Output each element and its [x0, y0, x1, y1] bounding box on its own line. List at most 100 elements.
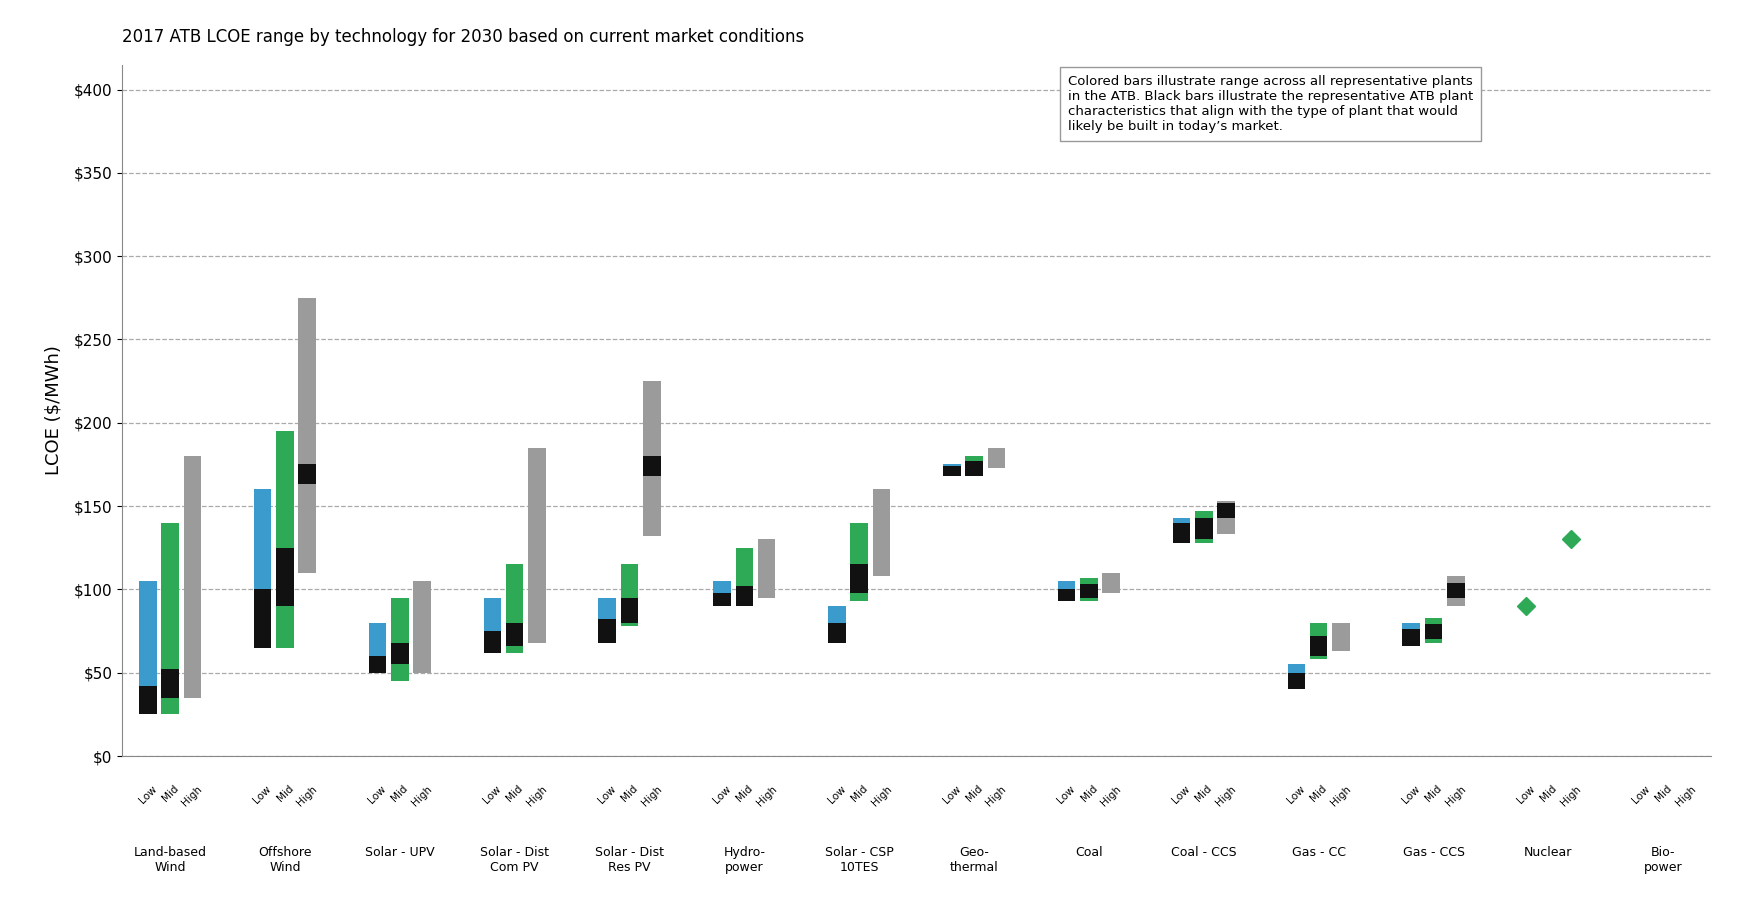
- Bar: [1447, 583, 1465, 597]
- Text: High: High: [1213, 784, 1238, 808]
- Bar: [828, 606, 845, 643]
- Bar: [276, 548, 293, 606]
- Bar: [1217, 502, 1234, 518]
- Text: Low: Low: [367, 784, 388, 805]
- Bar: [943, 465, 960, 476]
- Text: High: High: [180, 784, 204, 808]
- Bar: [1217, 501, 1234, 535]
- Text: Solar - Dist
Com PV: Solar - Dist Com PV: [480, 846, 550, 874]
- Bar: [1402, 630, 1419, 646]
- Text: Low: Low: [1056, 784, 1077, 805]
- Bar: [850, 523, 868, 601]
- Bar: [714, 593, 732, 606]
- Bar: [828, 622, 845, 643]
- Bar: [1058, 589, 1076, 601]
- Bar: [506, 622, 524, 646]
- Bar: [161, 669, 178, 698]
- Text: Low: Low: [251, 784, 274, 805]
- Bar: [484, 631, 501, 653]
- Bar: [1425, 618, 1442, 643]
- Bar: [140, 686, 157, 715]
- Text: High: High: [1673, 784, 1697, 808]
- Bar: [966, 461, 983, 476]
- Bar: [1310, 622, 1327, 659]
- Text: Low: Low: [482, 784, 503, 805]
- Text: Low: Low: [1631, 784, 1652, 805]
- Text: Mid: Mid: [1538, 784, 1559, 804]
- Text: Mid: Mid: [735, 784, 754, 804]
- Text: High: High: [295, 784, 320, 808]
- Text: Mid: Mid: [964, 784, 985, 804]
- Text: Mid: Mid: [620, 784, 639, 804]
- Bar: [1194, 511, 1212, 543]
- Bar: [943, 467, 960, 476]
- Text: Low: Low: [1285, 784, 1308, 805]
- Bar: [1102, 573, 1119, 593]
- Text: High: High: [410, 784, 435, 808]
- Bar: [1194, 518, 1212, 539]
- Text: Land-based
Wind: Land-based Wind: [134, 846, 206, 874]
- Text: Mid: Mid: [1308, 784, 1329, 804]
- Bar: [735, 586, 753, 606]
- Bar: [1081, 585, 1098, 597]
- Text: Coal: Coal: [1076, 846, 1103, 859]
- Bar: [643, 456, 660, 476]
- Text: Nuclear: Nuclear: [1524, 846, 1573, 859]
- Bar: [735, 548, 753, 606]
- Text: High: High: [1100, 784, 1123, 808]
- Text: Geo-
thermal: Geo- thermal: [950, 846, 999, 874]
- Text: Low: Low: [1516, 784, 1536, 805]
- Bar: [253, 589, 271, 648]
- Text: Hydro-
power: Hydro- power: [723, 846, 765, 874]
- Bar: [758, 539, 775, 597]
- Bar: [1081, 578, 1098, 601]
- Bar: [414, 581, 431, 673]
- Text: Gas - CCS: Gas - CCS: [1402, 846, 1465, 859]
- Text: High: High: [639, 784, 663, 808]
- Bar: [183, 456, 201, 698]
- Text: Low: Low: [826, 784, 847, 805]
- Text: Bio-
power: Bio- power: [1645, 846, 1683, 874]
- Bar: [506, 564, 524, 653]
- Text: Low: Low: [711, 784, 733, 805]
- Text: Mid: Mid: [849, 784, 870, 804]
- Text: Mid: Mid: [161, 784, 180, 804]
- Text: Solar - UPV: Solar - UPV: [365, 846, 435, 859]
- Text: High: High: [1559, 784, 1582, 808]
- Bar: [599, 597, 616, 643]
- Bar: [529, 448, 546, 643]
- Text: Low: Low: [136, 784, 159, 805]
- Bar: [391, 597, 409, 681]
- Bar: [1402, 622, 1419, 646]
- Bar: [988, 448, 1006, 467]
- Text: Mid: Mid: [1653, 784, 1673, 804]
- Bar: [622, 597, 639, 622]
- Text: Mid: Mid: [274, 784, 295, 804]
- Text: High: High: [870, 784, 894, 808]
- Text: Low: Low: [1400, 784, 1421, 805]
- Bar: [599, 620, 616, 643]
- Bar: [643, 381, 660, 536]
- Text: Offshore
Wind: Offshore Wind: [258, 846, 313, 874]
- Text: Low: Low: [597, 784, 618, 805]
- Text: Solar - CSP
10TES: Solar - CSP 10TES: [824, 846, 894, 874]
- Bar: [391, 643, 409, 665]
- Bar: [1173, 518, 1191, 543]
- Text: Colored bars illustrate range across all representative plants
in the ATB. Black: Colored bars illustrate range across all…: [1067, 75, 1474, 133]
- Text: Low: Low: [941, 784, 962, 805]
- Text: Gas - CC: Gas - CC: [1292, 846, 1346, 859]
- Bar: [1173, 523, 1191, 543]
- Bar: [873, 490, 890, 576]
- Bar: [161, 523, 178, 715]
- Text: High: High: [1444, 784, 1468, 808]
- Text: Mid: Mid: [1194, 784, 1213, 804]
- Bar: [1310, 636, 1327, 656]
- Text: High: High: [1329, 784, 1353, 808]
- Bar: [966, 456, 983, 476]
- Y-axis label: LCOE ($/MWh): LCOE ($/MWh): [45, 346, 63, 475]
- Bar: [1447, 576, 1465, 606]
- Bar: [276, 431, 293, 648]
- Bar: [1332, 622, 1350, 651]
- Text: Coal - CCS: Coal - CCS: [1172, 846, 1236, 859]
- Bar: [1287, 673, 1304, 690]
